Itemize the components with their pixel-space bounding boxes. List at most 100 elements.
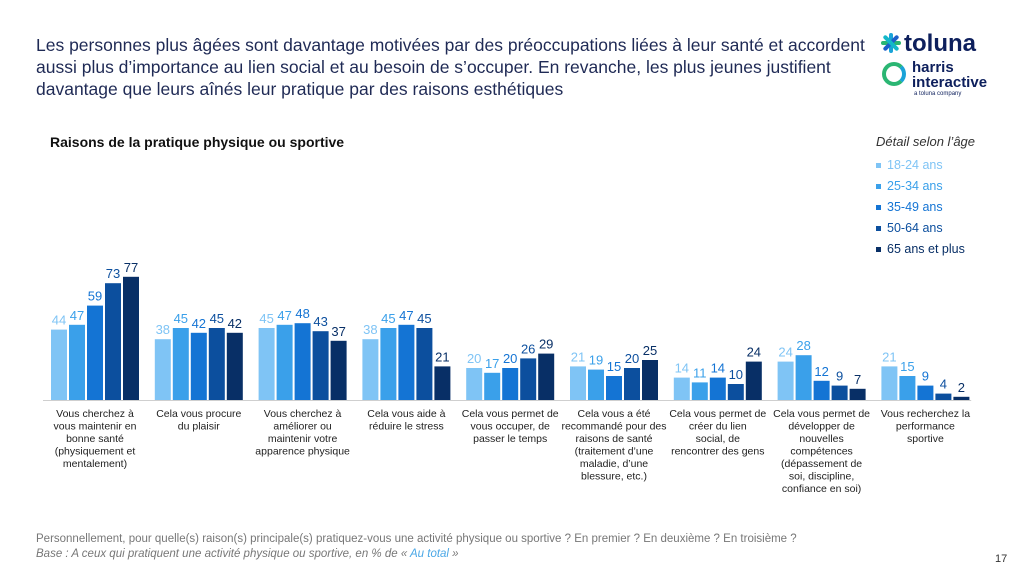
data-label: 38 [363, 322, 377, 337]
toluna-harris-logo: toluna harris interactive a toluna compa… [880, 30, 1000, 100]
legend-swatch [876, 184, 881, 190]
data-label: 9 [836, 369, 843, 384]
data-label: 14 [711, 361, 725, 376]
bar [87, 305, 103, 400]
data-label: 14 [675, 361, 689, 376]
bar [777, 361, 794, 400]
legend-swatch [876, 205, 881, 211]
data-label: 73 [106, 266, 120, 281]
data-label: 11 [693, 365, 707, 380]
legend-label: 65 ans et plus [887, 242, 965, 256]
data-label: 47 [399, 308, 413, 323]
category-label: Cela vous a été recommandé pour des raison… [561, 408, 666, 483]
base-prefix: Base : A ceux qui pratiquent une activit… [36, 548, 410, 560]
bar [380, 328, 397, 400]
category-label: Cela vous permet de créer du lien social, … [669, 408, 766, 458]
data-label: 45 [210, 311, 224, 326]
bar [123, 276, 139, 400]
bar [606, 376, 622, 400]
data-label: 47 [277, 308, 291, 323]
legend-swatch [876, 163, 881, 169]
bar [881, 366, 898, 400]
harris-tagline: a toluna company [914, 91, 962, 97]
bar [624, 368, 640, 400]
bar [745, 361, 762, 400]
data-label: 24 [747, 345, 761, 360]
chart-title: Raisons de la pratique physique ou sport… [50, 134, 345, 150]
data-label: 26 [521, 341, 535, 356]
bar [105, 283, 121, 400]
data-label: 21 [882, 349, 896, 364]
legend-label: 35-49 ans [887, 200, 943, 214]
bar [709, 377, 726, 400]
legend-item: 18-24 ans [876, 155, 1016, 176]
survey-question: Personnellement, pour quelle(s) raison(s… [36, 533, 797, 545]
bar [398, 324, 415, 400]
data-label: 21 [571, 349, 585, 364]
data-label: 59 [88, 289, 102, 304]
legend: Détail selon l’âge 18-24 ans 25-34 ans 35-… [876, 134, 1016, 260]
legend-item: 50-64 ans [876, 218, 1016, 239]
data-label: 38 [156, 322, 170, 337]
legend-swatch [876, 247, 881, 253]
data-label: 17 [485, 356, 499, 371]
bar [570, 366, 586, 400]
harris-line1: harris [912, 59, 954, 76]
bar [258, 328, 275, 400]
bar [466, 368, 483, 400]
bar [727, 384, 744, 400]
bar [642, 360, 658, 400]
bar [434, 366, 451, 400]
data-label: 15 [607, 359, 621, 374]
data-label: 24 [778, 345, 792, 360]
data-label: 44 [52, 313, 66, 328]
data-label: 15 [900, 359, 914, 374]
data-label: 42 [192, 316, 206, 331]
legend-item: 65 ans et plus [876, 239, 1016, 260]
legend-title: Détail selon l’âge [876, 134, 976, 149]
bar [502, 368, 519, 400]
data-label: 47 [70, 308, 84, 323]
data-label: 29 [539, 337, 553, 352]
data-label: 42 [228, 316, 242, 331]
data-label: 20 [625, 351, 639, 366]
toluna-brand: toluna [904, 30, 976, 57]
bar [190, 332, 207, 400]
legend-item: 25-34 ans [876, 176, 1016, 197]
data-label: 28 [796, 338, 810, 353]
bar [226, 332, 243, 400]
base-note: Base : A ceux qui pratiquent une activit… [36, 548, 459, 560]
data-label: 19 [589, 353, 603, 368]
bar [831, 385, 848, 400]
data-label: 43 [313, 314, 327, 329]
legend-items: 18-24 ans 25-34 ans 35-49 ans 50-64 ans 65 a… [876, 155, 1016, 260]
harris-ring-icon [882, 62, 906, 86]
data-label: 45 [174, 311, 188, 326]
data-label: 20 [467, 351, 481, 366]
base-suffix: » [448, 548, 459, 560]
bar [484, 372, 501, 400]
data-label: 37 [331, 324, 345, 339]
headline: Les personnes plus âgées sont davantage … [36, 35, 865, 99]
data-label: 4 [940, 377, 947, 392]
data-label: 12 [814, 364, 828, 379]
data-label: 10 [729, 367, 743, 382]
bar [673, 377, 690, 400]
data-label: 25 [643, 343, 657, 358]
legend-label: 25-34 ans [887, 179, 943, 193]
data-label: 20 [503, 351, 517, 366]
bar [953, 396, 970, 400]
data-label: 45 [259, 311, 273, 326]
toluna-star-icon [881, 33, 901, 53]
bar [276, 324, 293, 400]
page-number: 17 [995, 553, 1008, 565]
data-label: 48 [295, 306, 309, 321]
bar [917, 385, 934, 400]
data-label: 45 [381, 311, 395, 326]
bar [935, 393, 952, 400]
bar [51, 329, 67, 400]
bar [172, 328, 189, 400]
bar [312, 331, 329, 400]
bar [208, 328, 225, 400]
